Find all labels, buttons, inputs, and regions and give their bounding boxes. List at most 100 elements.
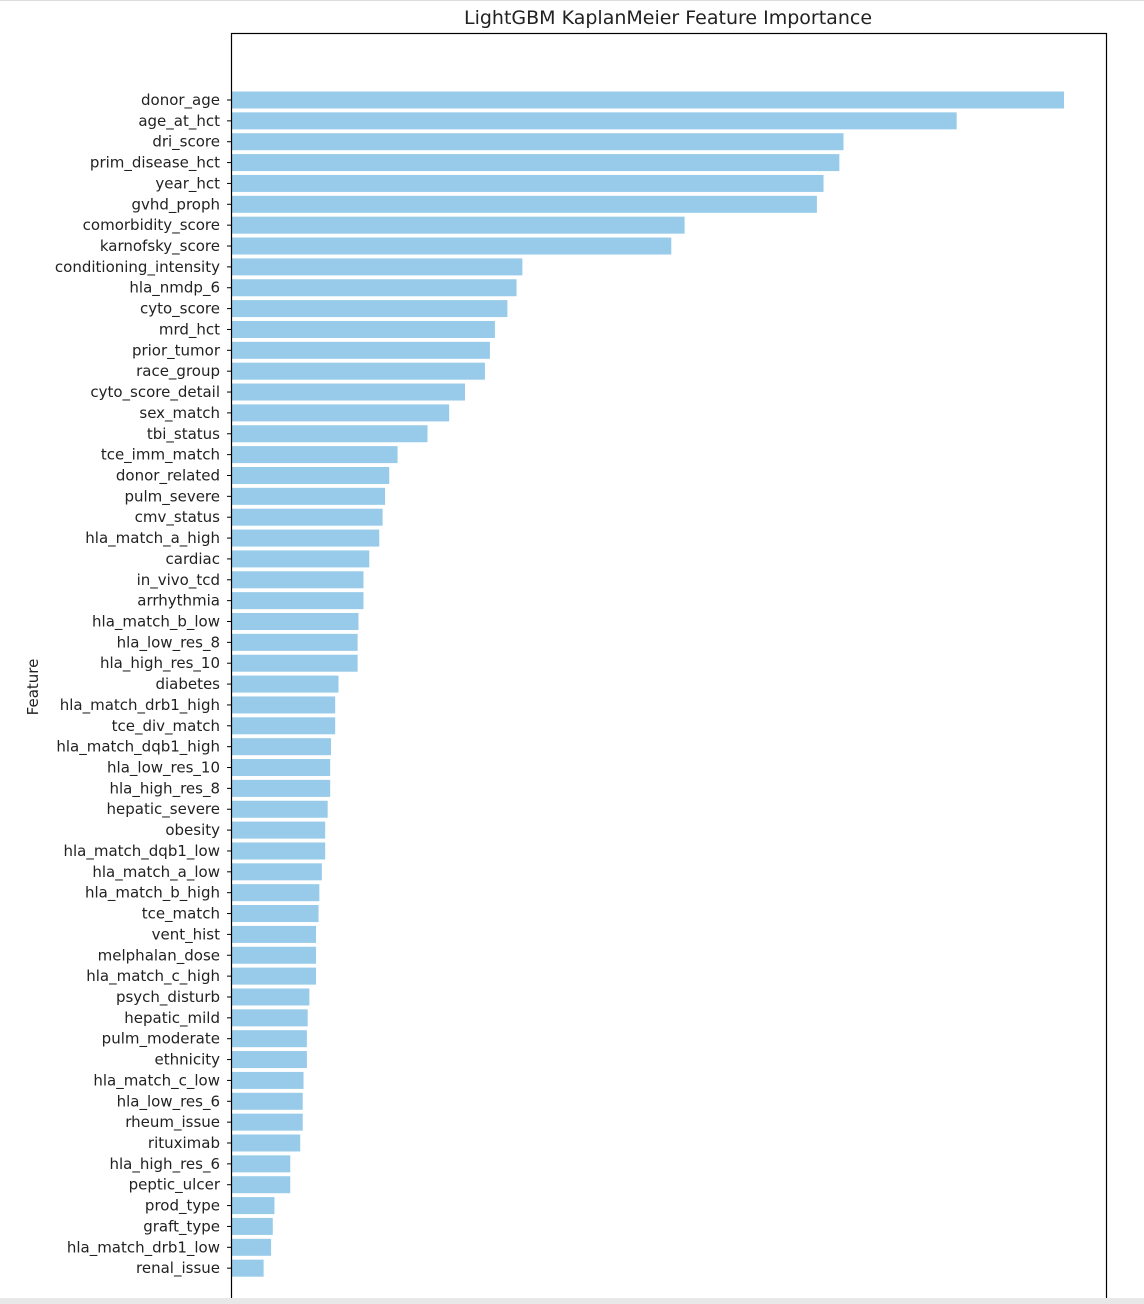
bar-arrhythmia [232,592,364,610]
bar-hla-match-b-low [232,613,359,630]
y-tick-label: race_group [136,362,220,381]
bar-prim-disease-hct [232,154,840,172]
y-tick-label: hla_match_a_low [92,863,220,882]
bar-prod-type [232,1197,275,1215]
bar-cyto-score-detail [232,383,465,401]
y-tick-label: peptic_ulcer [129,1176,221,1195]
bar-mrd-hct [232,320,495,338]
y-tick-label: cyto_score [140,300,220,319]
y-tick-label: conditioning_intensity [55,258,220,277]
y-tick-label: pulm_moderate [102,1030,220,1049]
bar-tbi-status [232,425,428,443]
bar-tce-imm-match [232,446,398,464]
y-tick-label: diabetes [155,675,220,693]
y-tick-label: hla_low_res_10 [107,759,220,778]
y-tick-label: comorbidity_score [83,216,220,235]
bar-hla-low-res-6 [232,1092,303,1110]
y-tick-label: gvhd_proph [132,195,221,214]
bar-hla-match-dqb1-low [232,842,326,860]
bar-hla-match-drb1-low [232,1238,272,1256]
chart-title: LightGBM KaplanMeier Feature Importance [464,7,872,29]
y-tick-label: hla_high_res_8 [110,779,221,798]
y-tick-label: prior_tumor [132,341,221,360]
y-tick-label: hepatic_mild [124,1009,220,1028]
y-tick-label: tce_match [142,905,220,924]
y-tick-label: hla_low_res_6 [117,1092,220,1111]
y-tick-label: hla_match_c_high [86,967,220,986]
y-tick-label: hla_match_drb1_high [60,696,220,715]
bar-race-group [232,362,485,380]
bar-peptic-ulcer [232,1176,291,1194]
bar-hla-high-res-6 [232,1155,291,1173]
bar-hla-match-dqb1-high [232,738,332,756]
y-tick-label: hla_match_drb1_low [67,1238,220,1257]
y-tick-label: hla_match_dqb1_low [63,842,220,861]
bar-conditioning-intensity [232,258,523,276]
bar-cardiac [232,550,370,568]
y-tick-label: sex_match [139,404,220,423]
y-tick-label: hla_match_b_high [85,884,220,903]
bar-hla-high-res-10 [232,654,358,672]
bar-renal-issue [232,1259,264,1277]
y-tick-label: psych_disturb [116,988,220,1007]
y-tick-labels-group: donor_age age_at_hct dri_score prim_disease… [55,91,221,1278]
y-tick-label: hla_match_c_low [93,1071,220,1090]
bar-hla-high-res-8 [232,779,331,797]
bar-tce-div-match [232,717,336,735]
bar-hla-match-c-high [232,967,317,985]
y-tick-label: karnofsky_score [100,237,220,256]
bar-hla-match-drb1-high [232,696,336,714]
y-tick-label: rheum_issue [125,1113,220,1132]
y-tick-label: tce_imm_match [101,446,220,465]
bars-group [232,91,1064,1277]
y-tick-label: obesity [165,821,220,839]
y-tick-label: mrd_hct [159,320,220,339]
y-tick-label: donor_related [116,466,220,485]
bar-cyto-score [232,300,508,318]
y-tick-label: hepatic_severe [107,800,220,819]
y-tick-label: rituximab [148,1134,220,1152]
y-tick-label: hla_high_res_6 [110,1155,221,1174]
bar-obesity [232,821,326,839]
bar-graft-type [232,1217,273,1235]
bar-hla-match-a-high [232,529,380,547]
y-tick-label: cardiac [166,550,220,568]
y-tick-label: in_vivo_tcd [137,571,220,590]
bar-pulm-moderate [232,1030,307,1048]
y-tick-label: hla_match_dqb1_high [56,738,220,757]
bar-gvhd-proph [232,195,817,213]
window-bottom-edge [0,1298,1144,1304]
plot-frame [230,32,1108,1304]
y-tick-label: prim_disease_hct [90,154,220,173]
y-tick-label: melphalan_dose [98,946,220,965]
bar-diabetes [232,675,339,693]
bar-rituximab [232,1134,301,1152]
y-tick-label: hla_match_a_high [85,529,220,548]
bar-in-vivo-tcd [232,571,364,589]
y-tick-label: year_hct [155,174,220,193]
bar-donor-related [232,466,390,484]
bar-hla-match-a-low [232,863,322,881]
bar-hla-match-b-high [232,884,320,902]
y-tick-label: age_at_hct [138,112,220,131]
y-tick-label: cmv_status [135,508,221,527]
bar-karnofsky-score [232,237,672,255]
y-tick-label: cyto_score_detail [90,383,220,402]
y-tick-label: vent_hist [152,925,220,944]
bar-age-at-hct [232,112,957,130]
bar-vent-hist [232,925,317,943]
y-tick-label: dri_score [152,133,220,152]
y-tick-label: tbi_status [147,425,220,444]
y-axis-label: Feature [24,659,42,716]
bar-rheum-issue [232,1113,303,1131]
y-tick-label: prod_type [145,1197,220,1216]
bar-donor-age [232,91,1064,109]
bar-hepatic-mild [232,1009,308,1027]
y-tick-label: hla_high_res_10 [100,654,220,673]
y-tick-label: pulm_severe [124,487,220,506]
y-tick-label: arrhythmia [137,592,220,610]
bar-prior-tumor [232,341,490,359]
y-tick-label: graft_type [143,1217,220,1236]
bar-hla-low-res-8 [232,633,358,651]
